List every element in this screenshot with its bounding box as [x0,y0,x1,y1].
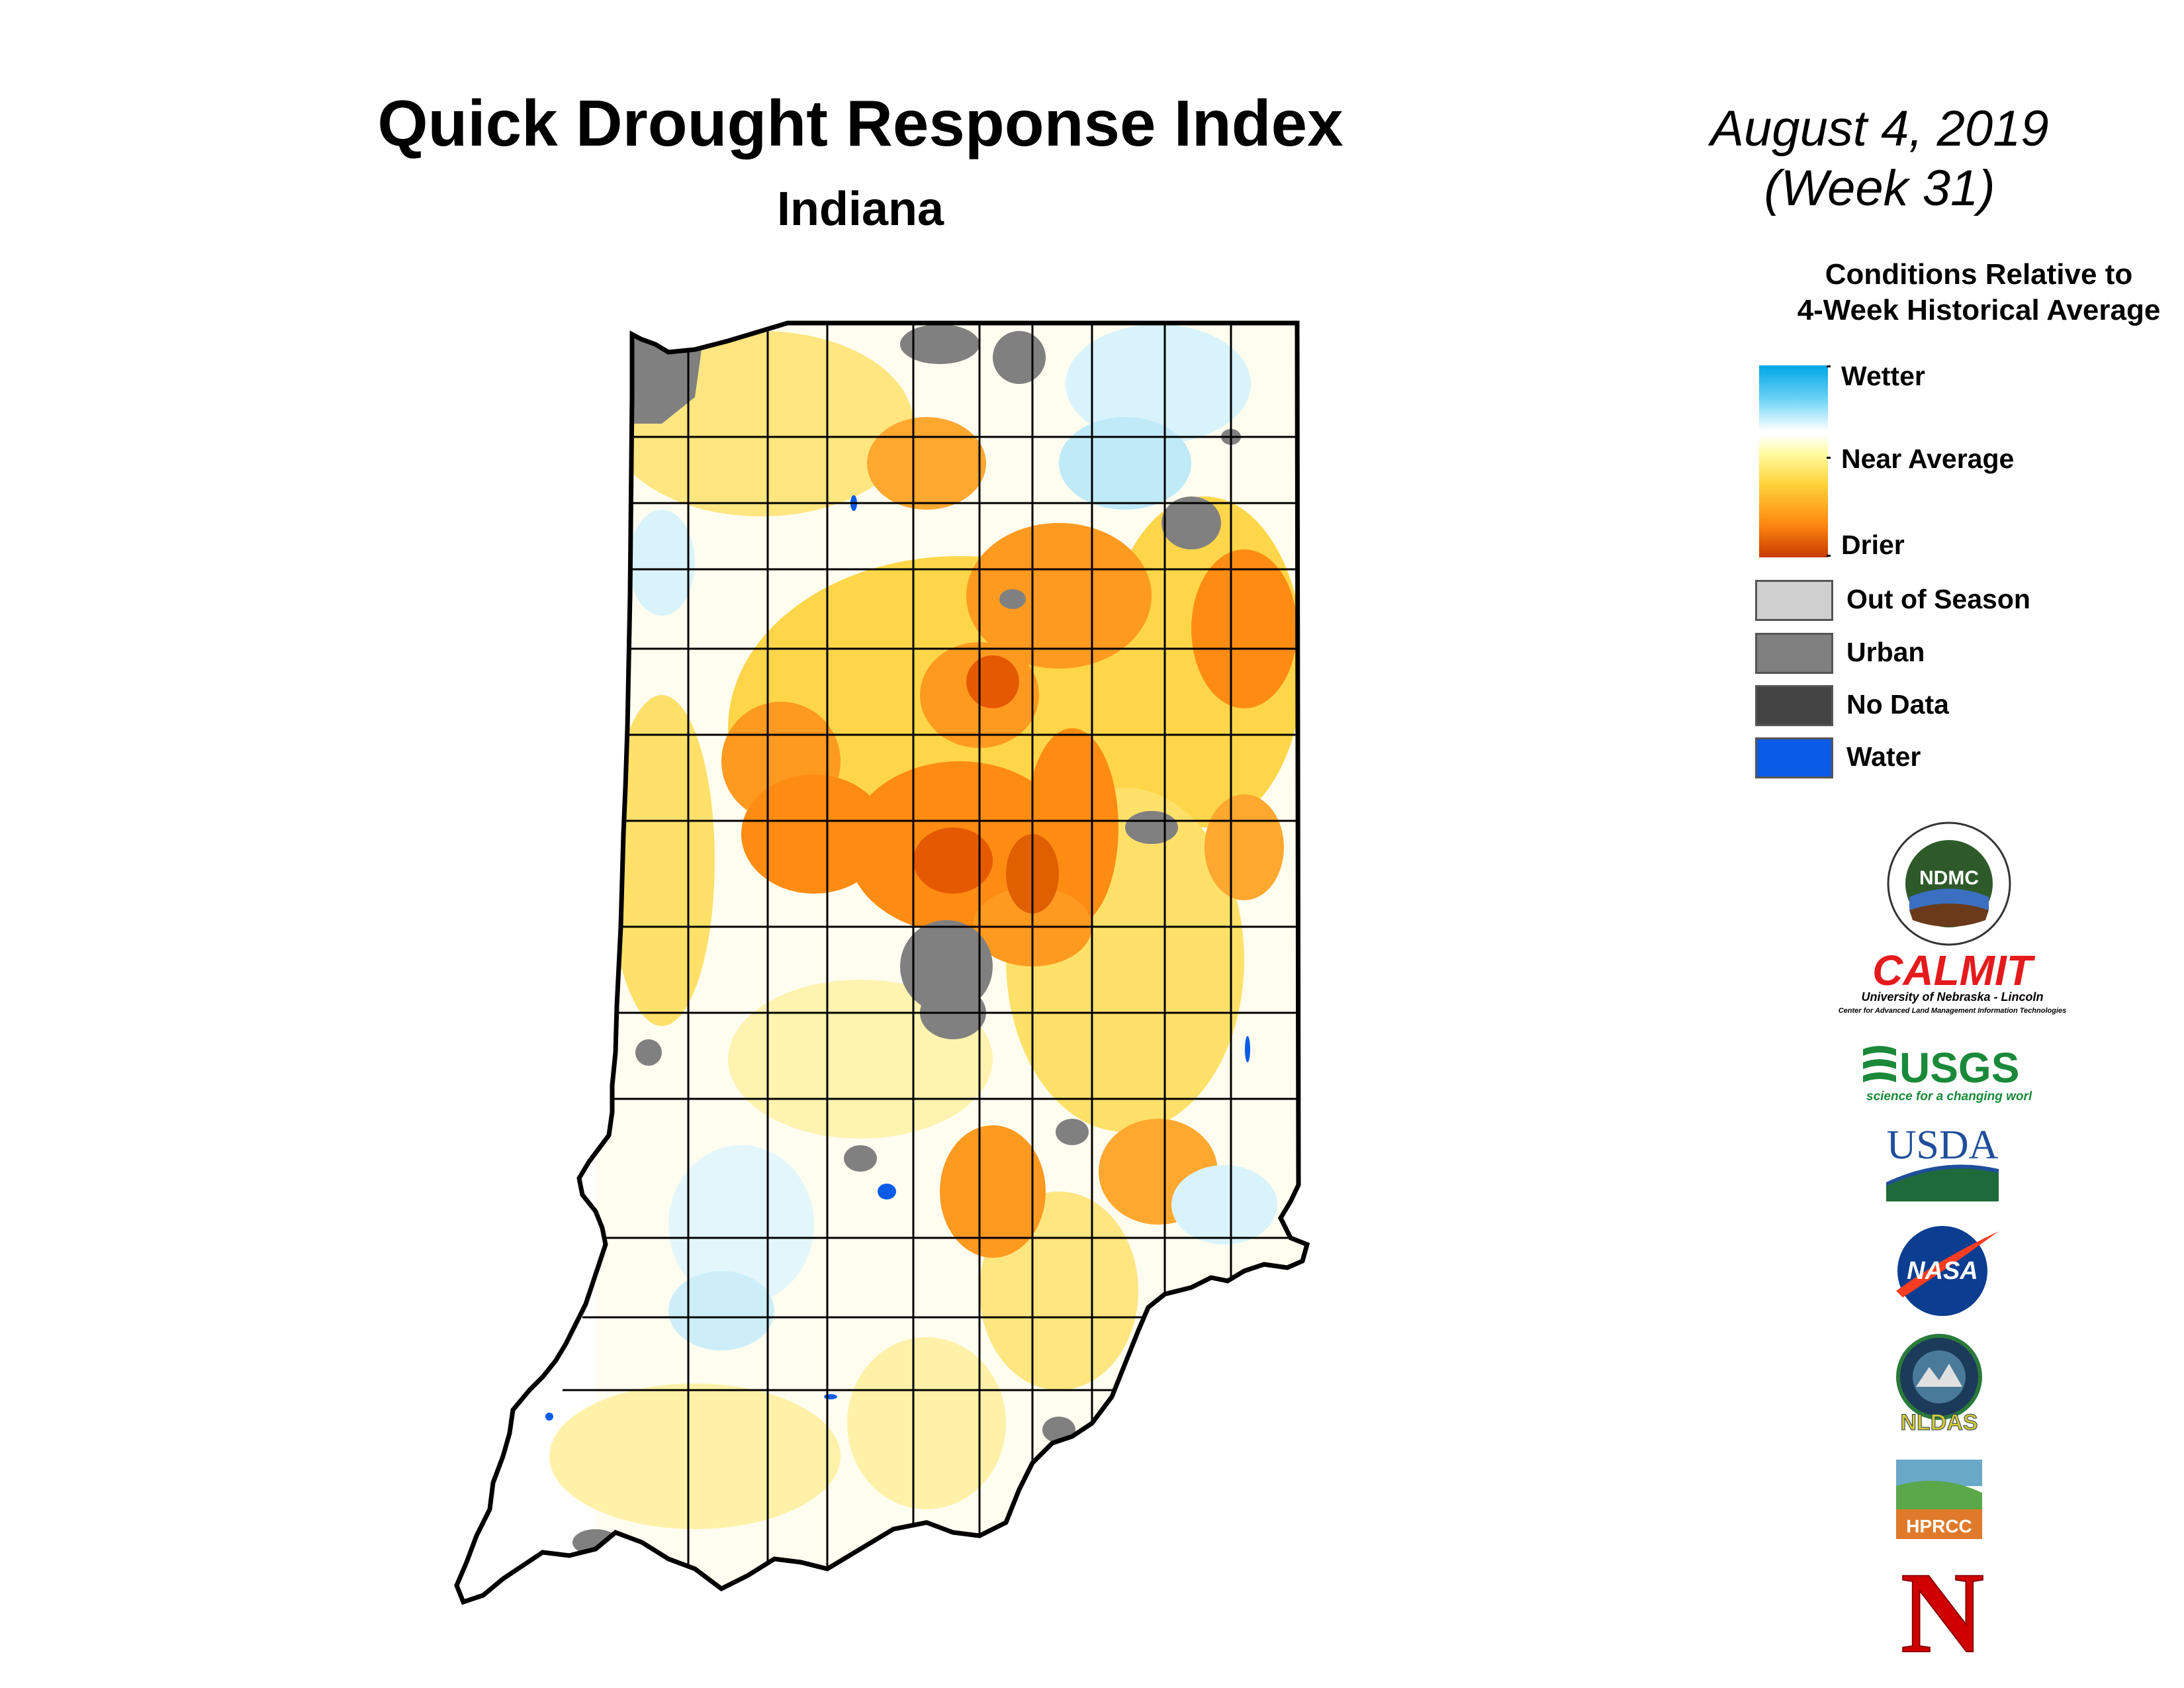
nasa-text: NASA [1907,1257,1978,1285]
ramp-tick-near-average [1827,457,1831,459]
ramp-label-drier: Drier [1841,530,1905,560]
usgs-subtitle: science for a changing world [1866,1090,2032,1103]
swatch-out-of-season [1755,580,1833,621]
usda-logo: USDA [1886,1123,1999,1201]
nasa-logo: NASA [1896,1226,1999,1316]
ramp-label-wetter: Wetter [1841,361,1925,391]
calmit-subtitle-2: Center for Advanced Land Management Info… [1839,1007,2067,1015]
legend-title-line2: 4-Week Historical Average [1797,294,2161,326]
hprcc-text: HPRCC [1906,1516,1972,1536]
legend-title: Conditions Relative to 4-Week Historical… [1747,257,2184,328]
nebraska-n: N [1901,1556,1984,1662]
nebraska-logo: N [1900,1556,1985,1662]
ndmc-logo: NDMC [1887,821,2011,946]
ramp-tick-drier [1827,555,1831,557]
state-border [454,320,1310,1605]
swatch-water [1755,737,1833,778]
ramp-label-near-average: Near Average [1841,444,2015,474]
nldas-logo: NLDAS [1896,1334,1982,1436]
nldas-text: NLDAS [1900,1410,1978,1435]
legend-title-line1: Conditions Relative to [1825,258,2133,291]
legend-water: Water [1846,741,1921,772]
legend-urban: Urban [1846,637,1925,667]
swatch-no-data [1755,685,1833,726]
legend-out-of-season: Out of Season [1846,584,2030,614]
ramp-tick-wetter [1827,365,1831,367]
calmit-logo: CALMIT University of Nebraska - Lincoln … [1839,947,2067,1015]
usgs-logo: USGS science for a changing world [1863,1044,2032,1103]
color-ramp [1759,365,1828,557]
calmit-subtitle-1: University of Nebraska - Lincoln [1861,990,2043,1004]
hprcc-logo: HPRCC [1896,1460,1982,1539]
ndmc-text: NDMC [1919,867,1979,889]
usgs-text: USGS [1899,1044,2019,1092]
date-label: August 4, 2019 [1710,101,2049,157]
county-lines [563,323,1300,1589]
date-block: August 4, 2019 (Week 31) [1641,99,2118,218]
qdri-raster [545,323,1307,1602]
week-label: (Week 31) [1764,160,1995,216]
legend-no-data: No Data [1846,689,1949,720]
calmit-text: CALMIT [1872,947,2036,994]
swatch-urban [1755,633,1833,674]
map-title: Quick Drought Response Index [377,87,1343,160]
usda-text: USDA [1887,1123,1999,1168]
map-subtitle: Indiana [776,183,944,236]
